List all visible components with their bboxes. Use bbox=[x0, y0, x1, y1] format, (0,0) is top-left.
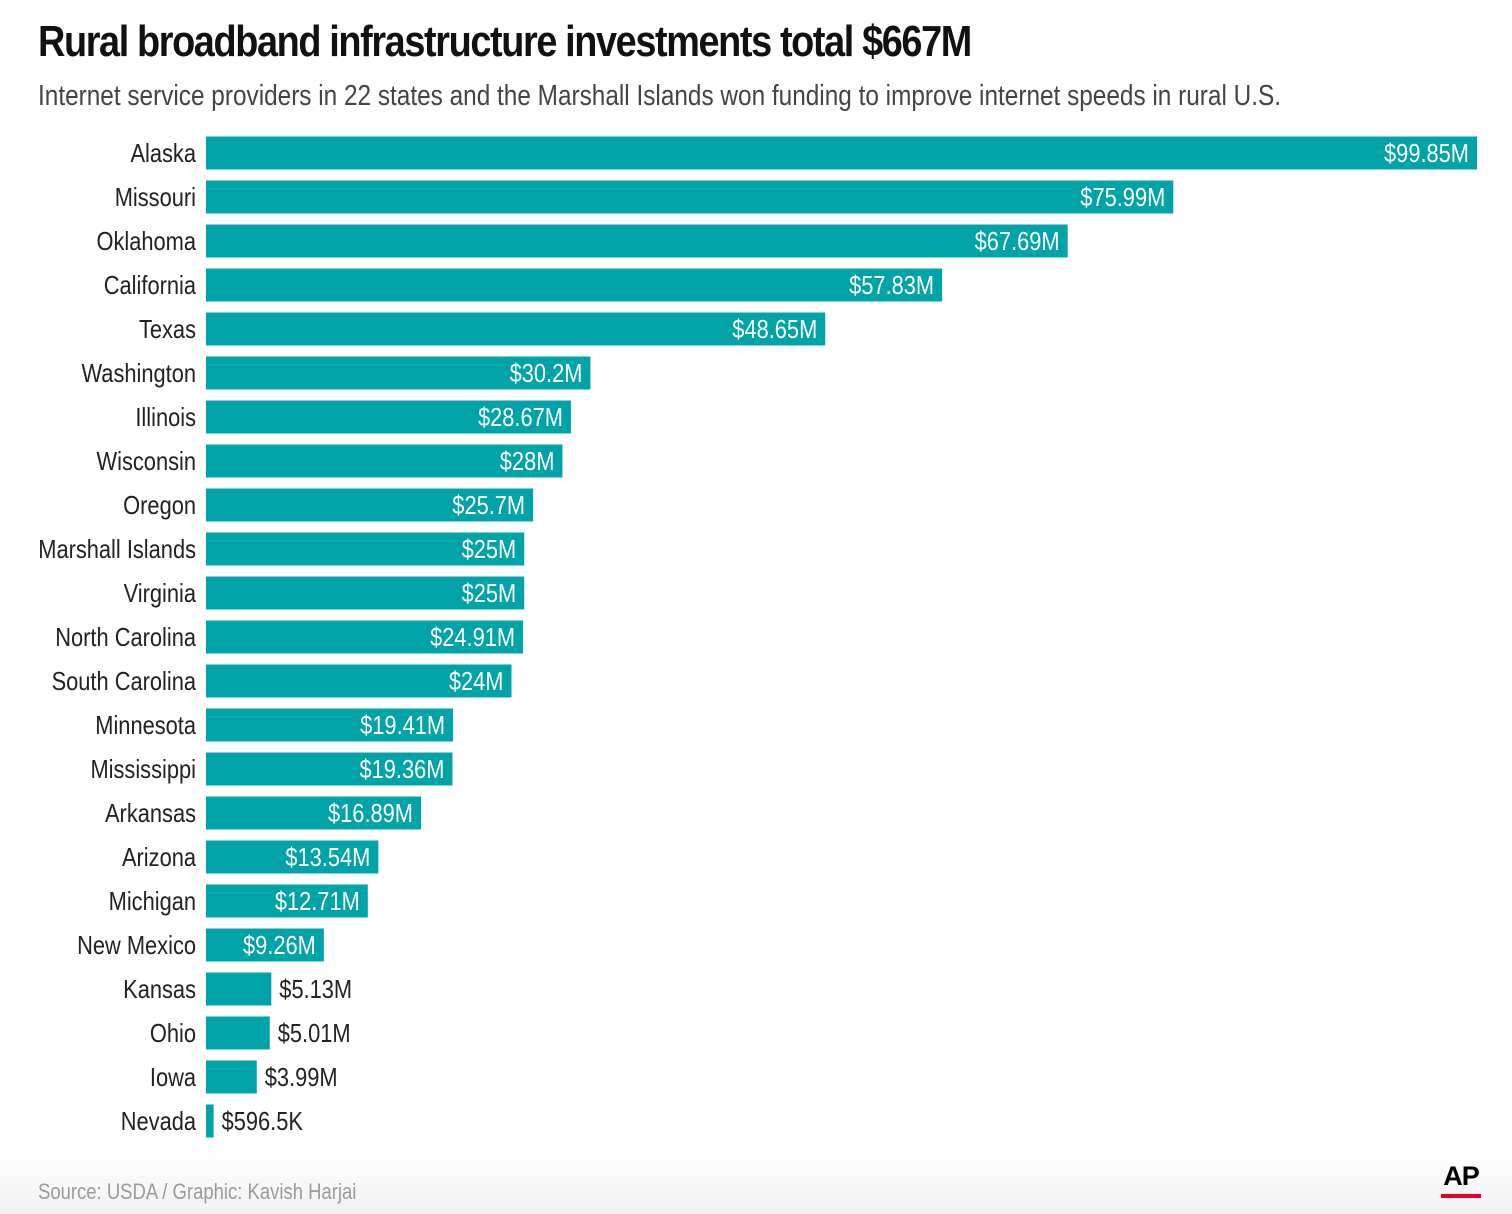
value-label-arizona: $13.54M bbox=[285, 843, 370, 872]
value-label-missouri: $75.99M bbox=[1080, 183, 1165, 212]
value-label-new-mexico: $9.26M bbox=[243, 931, 316, 960]
category-label-marshall-islands: Marshall Islands bbox=[38, 535, 196, 564]
value-label-california: $57.83M bbox=[849, 271, 934, 300]
value-label-mississippi: $19.36M bbox=[359, 755, 444, 784]
category-label-arizona: Arizona bbox=[122, 843, 197, 872]
category-label-iowa: Iowa bbox=[150, 1063, 197, 1092]
category-label-california: California bbox=[104, 271, 197, 300]
chart-title: Rural broadband infrastructure investmen… bbox=[38, 17, 972, 66]
footer-band bbox=[0, 1150, 1512, 1214]
bar-oregon bbox=[206, 488, 534, 522]
bar-nevada bbox=[206, 1104, 214, 1138]
value-label-ohio: $5.01M bbox=[278, 1019, 351, 1048]
bar-mississippi bbox=[206, 752, 453, 786]
bar-michigan bbox=[206, 884, 368, 918]
ap-logo-underline bbox=[1441, 1194, 1481, 1198]
bar-chart: Alaska $99.85M Missouri $75.99M Oklahoma $67.… bbox=[38, 136, 1477, 1138]
bar-illinois bbox=[206, 400, 571, 434]
bar-wisconsin bbox=[206, 444, 563, 478]
category-label-kansas: Kansas bbox=[123, 975, 196, 1004]
value-label-virginia: $25M bbox=[462, 579, 517, 608]
category-label-new-mexico: New Mexico bbox=[77, 931, 196, 960]
value-label-iowa: $3.99M bbox=[265, 1063, 338, 1092]
bar-oklahoma bbox=[206, 224, 1068, 258]
category-label-texas: Texas bbox=[139, 315, 196, 344]
ap-logo: AP bbox=[1440, 1160, 1482, 1198]
bar-arkansas bbox=[206, 796, 421, 830]
value-label-arkansas: $16.89M bbox=[328, 799, 413, 828]
category-label-south-carolina: South Carolina bbox=[52, 667, 197, 696]
category-label-washington: Washington bbox=[82, 359, 196, 388]
category-label-north-carolina: North Carolina bbox=[55, 623, 196, 652]
value-label-wisconsin: $28M bbox=[500, 447, 555, 476]
category-label-missouri: Missouri bbox=[115, 183, 196, 212]
bar-alaska bbox=[206, 136, 1477, 170]
category-label-oklahoma: Oklahoma bbox=[96, 227, 196, 256]
bar-minnesota bbox=[206, 708, 454, 742]
bar-california bbox=[206, 268, 943, 302]
bar-ohio bbox=[206, 1016, 270, 1050]
ap-logo-text: AP bbox=[1443, 1161, 1480, 1191]
bar-new-mexico bbox=[206, 928, 324, 962]
value-label-texas: $48.65M bbox=[732, 315, 817, 344]
value-label-michigan: $12.71M bbox=[275, 887, 360, 916]
category-label-mississippi: Mississippi bbox=[90, 755, 196, 784]
value-label-nevada: $596.5K bbox=[222, 1107, 303, 1136]
category-label-virginia: Virginia bbox=[124, 579, 197, 608]
bar-texas bbox=[206, 312, 826, 346]
category-label-alaska: Alaska bbox=[130, 139, 196, 168]
value-label-alaska: $99.85M bbox=[1384, 139, 1469, 168]
category-label-illinois: Illinois bbox=[135, 403, 196, 432]
bar-iowa bbox=[206, 1060, 257, 1094]
category-label-nevada: Nevada bbox=[121, 1107, 197, 1136]
value-label-minnesota: $19.41M bbox=[360, 711, 445, 740]
chart-subtitle: Internet service providers in 22 states … bbox=[38, 80, 1282, 112]
bar-south-carolina bbox=[206, 664, 512, 698]
bar-washington bbox=[206, 356, 591, 390]
value-label-kansas: $5.13M bbox=[279, 975, 352, 1004]
category-label-wisconsin: Wisconsin bbox=[97, 447, 196, 476]
value-label-north-carolina: $24.91M bbox=[430, 623, 515, 652]
source-credit: Source: USDA / Graphic: Kavish Harjai bbox=[38, 1179, 357, 1204]
value-label-marshall-islands: $25M bbox=[462, 535, 517, 564]
value-label-oklahoma: $67.69M bbox=[975, 227, 1060, 256]
bar-north-carolina bbox=[206, 620, 524, 654]
bar-arizona bbox=[206, 840, 379, 874]
category-label-oregon: Oregon bbox=[123, 491, 196, 520]
value-label-washington: $30.2M bbox=[510, 359, 583, 388]
category-label-michigan: Michigan bbox=[109, 887, 196, 916]
category-label-minnesota: Minnesota bbox=[95, 711, 196, 740]
value-label-oregon: $25.7M bbox=[452, 491, 525, 520]
value-label-south-carolina: $24M bbox=[449, 667, 504, 696]
category-label-ohio: Ohio bbox=[150, 1019, 196, 1048]
value-label-illinois: $28.67M bbox=[478, 403, 563, 432]
bar-kansas bbox=[206, 972, 272, 1006]
bar-marshall-islands bbox=[206, 532, 525, 566]
bar-missouri bbox=[206, 180, 1174, 214]
bar-virginia bbox=[206, 576, 525, 610]
category-label-arkansas: Arkansas bbox=[105, 799, 196, 828]
